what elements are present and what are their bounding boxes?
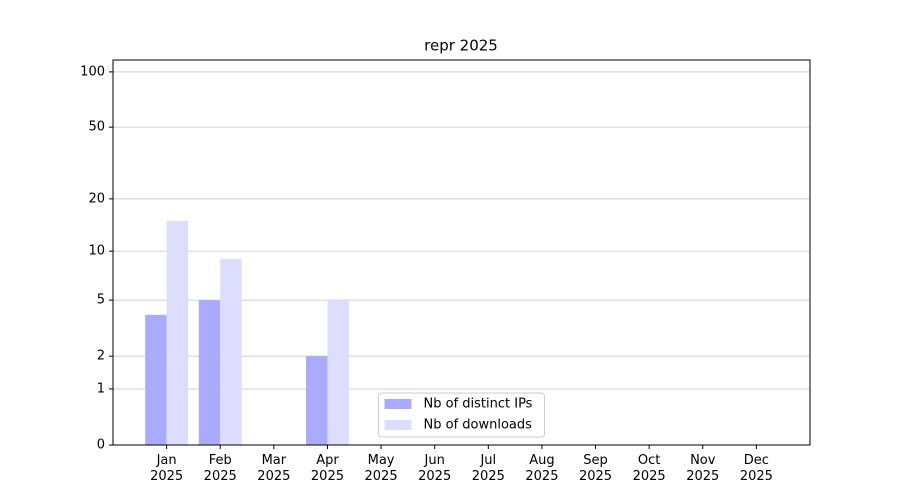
x-tick-label: Nov 2025	[686, 453, 720, 484]
legend-label: Nb of distinct IPs	[424, 397, 533, 412]
legend-swatch	[384, 420, 412, 430]
bar	[166, 220, 189, 445]
y-tick-label: 10	[88, 244, 105, 259]
x-tick-label: Jun 2025	[418, 453, 452, 484]
bar	[145, 314, 167, 445]
legend-label: Nb of downloads	[424, 418, 533, 433]
bar	[327, 300, 349, 445]
x-tick-label: Feb 2025	[203, 453, 237, 484]
legend-swatch	[384, 399, 412, 409]
bar	[220, 258, 242, 445]
y-tick-label: 5	[97, 293, 105, 308]
x-tick-label: Mar 2025	[257, 453, 291, 484]
x-tick-label: Dec 2025	[739, 453, 773, 484]
x-tick-label: Aug 2025	[525, 453, 559, 484]
axes-frame	[112, 59, 811, 446]
chart-title: repr 2025	[424, 37, 498, 55]
x-tick-label: Jan 2025	[150, 453, 184, 484]
y-tick-label: 50	[88, 120, 105, 135]
y-tick-label: 1	[97, 381, 105, 396]
y-tick-label: 2	[97, 349, 105, 364]
bar	[306, 356, 328, 445]
legend-box	[378, 392, 545, 438]
x-tick-label: Jul 2025	[471, 453, 505, 484]
y-tick-label: 0	[97, 438, 105, 453]
y-tick-label: 100	[80, 64, 105, 79]
x-tick-label: May 2025	[364, 453, 398, 484]
bar	[198, 300, 221, 445]
y-tick-label: 20	[88, 191, 105, 206]
x-tick-label: Apr 2025	[310, 453, 344, 484]
x-tick-label: Oct 2025	[632, 453, 666, 484]
x-tick-label: Sep 2025	[578, 453, 613, 484]
